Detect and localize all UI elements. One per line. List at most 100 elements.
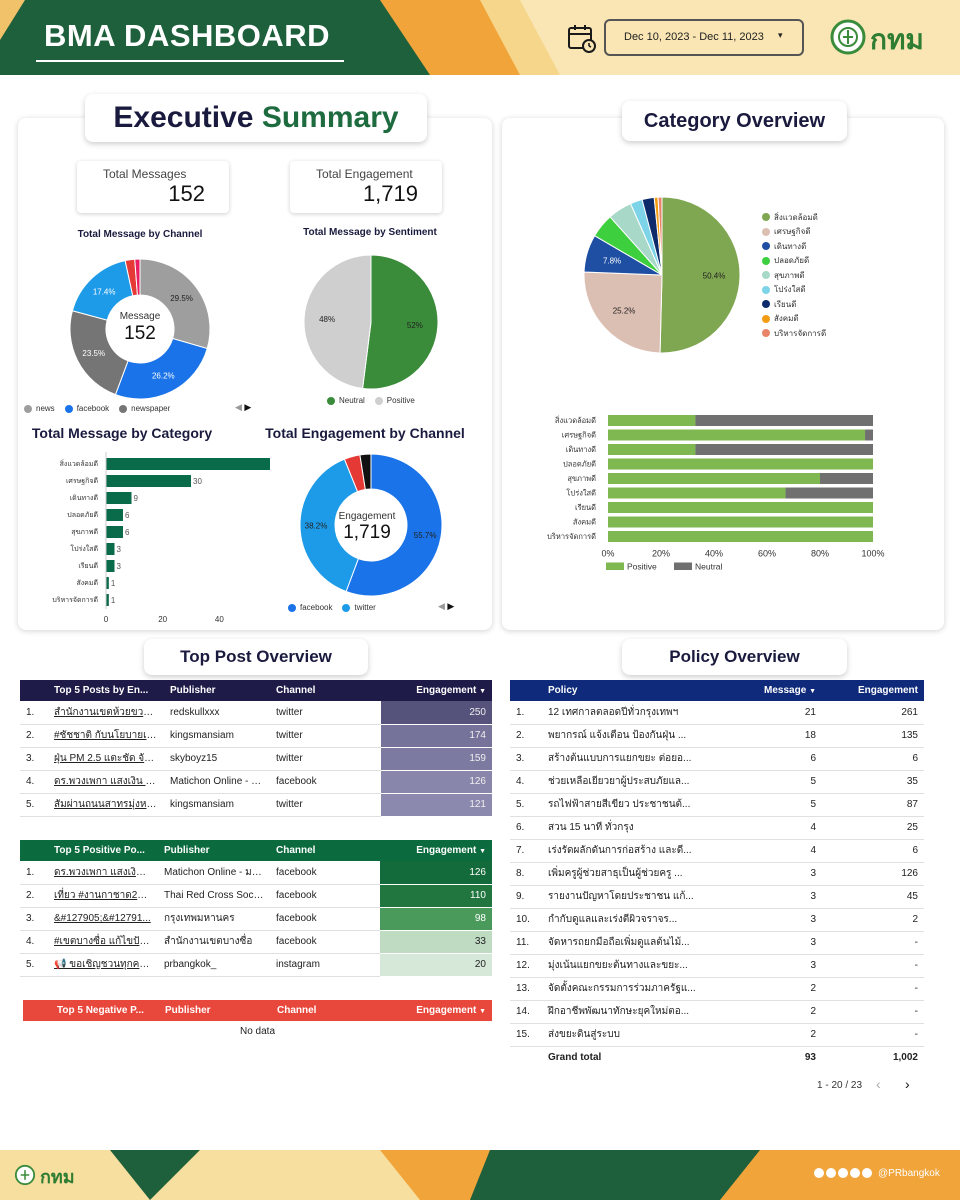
- stacked-bar-positive[interactable]: [608, 516, 873, 528]
- post-link[interactable]: #ชัชชาติ กับนโยบายเปลี่ยน...: [48, 724, 164, 748]
- youtube-icon[interactable]: [850, 1168, 860, 1178]
- slice-twitter[interactable]: [299, 458, 360, 593]
- category-bar[interactable]: [106, 594, 109, 606]
- stacked-bar-positive[interactable]: [608, 502, 873, 513]
- stacked-bar-positive[interactable]: [608, 429, 866, 441]
- stacked-bar-neutral[interactable]: [820, 473, 873, 484]
- col-header-positive-posts[interactable]: Top 5 Positive Po...: [54, 845, 145, 856]
- post-link[interactable]: &#127905;&#12791...: [48, 907, 158, 931]
- table-row[interactable]: 14. ฝึกอาชีพพัฒนาทักษะยุคใหม่ตอ... 2-: [510, 1000, 924, 1024]
- stacked-bar-neutral[interactable]: [695, 444, 873, 455]
- slice-label-สิ่งแวดล้อมดี: 50.4%: [703, 272, 726, 281]
- col-header-positive-channel[interactable]: Channel: [276, 845, 316, 856]
- engagement-legend-pager[interactable]: ◀ ▶: [438, 601, 455, 611]
- table-row[interactable]: 5. รถไฟฟ้าสายสีเขียว ประชาชนต้... 5 87: [510, 793, 924, 817]
- post-link[interactable]: 📢 ขอเชิญชวนทุกคนเที่ย...: [48, 953, 158, 977]
- col-header-negative-posts[interactable]: Top 5 Negative P...: [57, 1005, 144, 1016]
- table-row[interactable]: 2.#ชัชชาติ กับนโยบายเปลี่ยน...kingsmansi…: [20, 724, 492, 748]
- slice-other-pink[interactable]: [134, 258, 141, 296]
- col-header-negative-engagement[interactable]: Engagement ▼: [416, 1005, 486, 1016]
- table-row[interactable]: 6. สวน 15 นาที ทั่วกรุง 4 25: [510, 816, 924, 840]
- col-header-positive-publisher[interactable]: Publisher: [164, 845, 210, 856]
- post-link[interactable]: #เขตบางซื่อ แก้ไขปัญหา...: [48, 930, 158, 954]
- table-row[interactable]: 3. ฝุ่น PM 2.5 แตะชัด จัดเต็ม... skyboyz15…: [20, 747, 492, 771]
- grand-total-message: 93: [804, 1052, 816, 1064]
- slice-บริหารจัดการดี[interactable]: [657, 196, 663, 276]
- slice-facebook[interactable]: [114, 337, 208, 400]
- calendar-icon[interactable]: [566, 22, 598, 59]
- col-header-negative-channel[interactable]: Channel: [277, 1005, 317, 1016]
- post-link[interactable]: ดร.พวงเพกา แสงเงิน ผู้สร้าง...: [48, 770, 164, 794]
- col-header-posts[interactable]: Top 5 Posts by En...: [54, 685, 149, 696]
- tiktok-icon[interactable]: [862, 1168, 872, 1178]
- facebook-icon[interactable]: [826, 1168, 836, 1178]
- slice-news[interactable]: [139, 258, 211, 350]
- table-row[interactable]: 1. 12 เทศกาลตลอดปีทั่วกรุงเทพฯ 21 261: [510, 701, 924, 725]
- table-row[interactable]: 4. ช่วยเหลือเยียวยาผู้ประสบภัยแล... 5 35: [510, 770, 924, 794]
- slice-สิ่งแวดล้อมดี[interactable]: [659, 196, 741, 354]
- table-row[interactable]: 4. #เขตบางซื่อ แก้ไขปัญหา... สำนักงานเขตบา…: [20, 930, 492, 954]
- table-row[interactable]: 15. ส่งขยะดินสู่ระบบ 2-: [510, 1023, 924, 1047]
- slice-other-black[interactable]: [359, 453, 372, 491]
- stacked-bar-positive[interactable]: [608, 458, 873, 470]
- col-header-policy-engagement[interactable]: Engagement: [857, 685, 918, 696]
- category-bar[interactable]: [106, 577, 109, 589]
- publisher-cell: redskullxxx: [164, 701, 270, 725]
- table-row[interactable]: 2. พยากรณ์ แจ้งเตือน ป้องกันฝุ่น ... 18 135: [510, 724, 924, 748]
- col-header-channel[interactable]: Channel: [276, 685, 316, 696]
- col-header-message[interactable]: Message ▼: [764, 685, 816, 696]
- table-row[interactable]: 12. มุ่งเน้นแยกขยะต้นทางและขยะ... 3-: [510, 954, 924, 978]
- post-link[interactable]: ดร.พวงเพกา แสงเงิน ผู้สร้า...: [48, 861, 158, 885]
- slice-facebook[interactable]: [345, 453, 443, 597]
- table-row[interactable]: 1.ดร.พวงเพกา แสงเงิน ผู้สร้า...Matichon …: [20, 861, 492, 885]
- slice-label-newspaper: 23.5%: [82, 349, 105, 358]
- col-header-positive-engagement[interactable]: Engagement ▼: [416, 845, 486, 856]
- slice-เศรษฐกิจดี[interactable]: [583, 271, 663, 354]
- stacked-bar-positive[interactable]: [608, 531, 873, 542]
- table-row[interactable]: 5.สัมผ่านถนนสาทรมุ่งหน้าสะ...kingsmansia…: [20, 793, 492, 817]
- line-icon[interactable]: [814, 1168, 824, 1178]
- slice-Neutral[interactable]: [362, 254, 439, 390]
- date-range-picker[interactable]: Dec 10, 2023 - Dec 11, 2023 ▾: [604, 19, 804, 56]
- col-header-policy[interactable]: Policy: [548, 685, 578, 696]
- col-header-negative-publisher[interactable]: Publisher: [165, 1005, 211, 1016]
- stacked-bar-positive[interactable]: [608, 415, 696, 426]
- next-page-icon[interactable]: ›: [905, 1076, 910, 1092]
- stacked-bar-neutral[interactable]: [865, 429, 873, 441]
- col-header-publisher[interactable]: Publisher: [170, 685, 216, 696]
- channel-legend-pager[interactable]: ◀ ▶: [235, 402, 252, 412]
- table-row[interactable]: 5.📢 ขอเชิญชวนทุกคนเที่ย...prbangkok_inst…: [20, 953, 492, 977]
- table-row[interactable]: 7. เร่งรัดผลักดันการก่อสร้าง และดี... 4 6: [510, 839, 924, 863]
- stacked-bar-neutral[interactable]: [785, 487, 873, 499]
- category-bar[interactable]: [106, 543, 115, 555]
- category-bar[interactable]: [106, 509, 123, 521]
- post-link[interactable]: ฝุ่น PM 2.5 แตะชัด จัดเต็ม...: [48, 747, 164, 771]
- table-row[interactable]: 1.สำนักงานเขตห้วยขวางร่วมใจ...redskullxx…: [20, 701, 492, 725]
- instagram-icon[interactable]: [838, 1168, 848, 1178]
- table-row[interactable]: 10. กำกับดูแลและเร่งตีผิวจราจร... 3 2: [510, 908, 924, 932]
- category-bar[interactable]: [106, 560, 115, 572]
- stacked-bar-positive[interactable]: [608, 444, 696, 455]
- table-row[interactable]: 3. สร้างต้นแบบการแยกขยะ ต่อยอ... 6 6: [510, 747, 924, 771]
- row-number: 5.: [510, 793, 542, 817]
- prev-page-icon[interactable]: ‹: [876, 1076, 881, 1092]
- category-bar[interactable]: [106, 492, 132, 504]
- category-bar[interactable]: [106, 475, 191, 487]
- post-link[interactable]: สำนักงานเขตห้วยขวางร่วมใจ...: [48, 701, 164, 725]
- table-row[interactable]: 13. จัดตั้งคณะกรรมการร่วมภาครัฐแ... 2-: [510, 977, 924, 1001]
- table-row[interactable]: 11. จัดหารถยกมือถือเพิ่มดูแลต้นไม้... 3-: [510, 931, 924, 955]
- table-row[interactable]: 8. เพิ่มครูผู้ช่วยสาธุเป็นผู้ช่วยครู ... 3…: [510, 862, 924, 886]
- stacked-bar-positive[interactable]: [608, 473, 820, 484]
- stacked-bar-positive[interactable]: [608, 487, 786, 499]
- slice-Positive[interactable]: [303, 254, 372, 390]
- table-row[interactable]: 3. &#127905;&#12791... กรุงเทพมหานคร facebo…: [20, 907, 492, 931]
- stacked-bar-neutral[interactable]: [695, 415, 873, 426]
- post-link[interactable]: เที่ยว #งานกาชาด2566 ...: [48, 884, 158, 908]
- post-link[interactable]: สัมผ่านถนนสาทรมุ่งหน้าสะ...: [48, 793, 164, 817]
- category-bar[interactable]: [106, 526, 123, 538]
- col-header-engagement[interactable]: Engagement ▼: [416, 685, 486, 696]
- category-bar[interactable]: [106, 458, 270, 470]
- table-row[interactable]: 4.ดร.พวงเพกา แสงเงิน ผู้สร้าง...Matichon…: [20, 770, 492, 794]
- table-row[interactable]: 9. รายงานปัญหาโดยประชาชน แก้... 3 45: [510, 885, 924, 909]
- table-row[interactable]: 2. เที่ยว #งานกาชาด2566 ... Thai Red Cross…: [20, 884, 492, 908]
